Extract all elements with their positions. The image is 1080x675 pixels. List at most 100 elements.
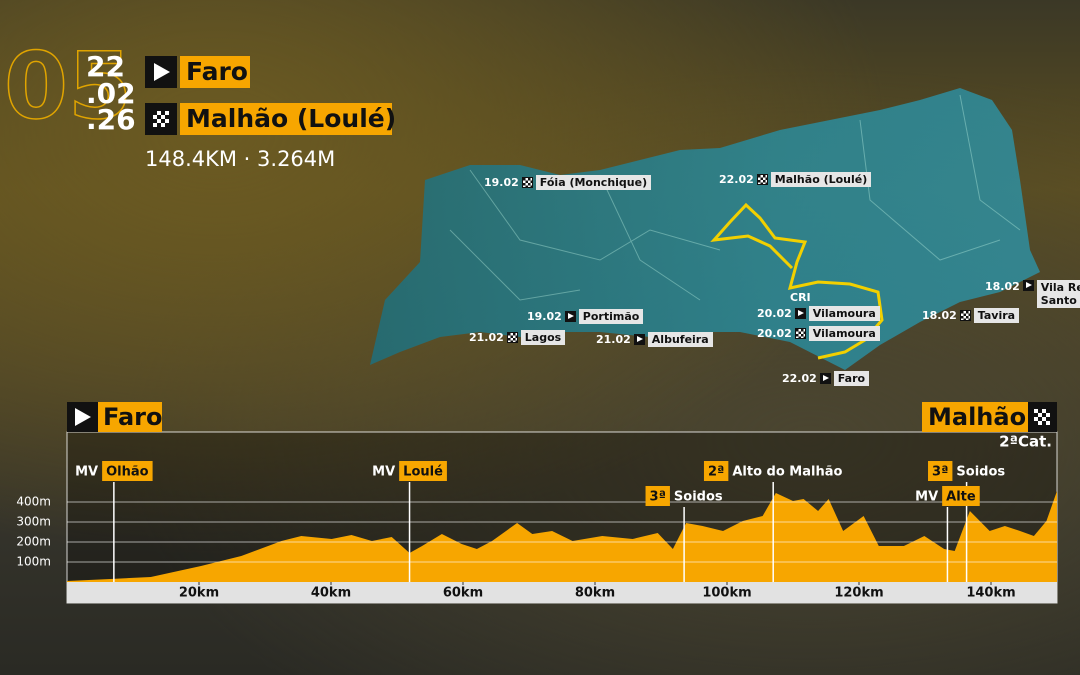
x-tick-label: 100km xyxy=(702,586,751,601)
map-town: Vilamoura xyxy=(808,306,880,321)
profile-finish-flag xyxy=(1034,409,1050,425)
map-date: 21.02 xyxy=(596,333,631,346)
map-date: 19.02 xyxy=(527,310,562,323)
marker-label: MV Alte xyxy=(915,486,980,506)
marker-tag-box xyxy=(399,461,447,481)
x-tick-label: 120km xyxy=(834,586,883,601)
profile: Faro Malhão 2ªCat. 100m 200m 300m 400m 20km 4… xyxy=(16,402,1058,604)
marker-tag-box xyxy=(928,461,953,481)
marker-text: Olhão xyxy=(106,465,149,480)
cri-label: CRI xyxy=(790,291,811,304)
map-label: 21.02 Lagos xyxy=(469,330,566,345)
start-town: Faro xyxy=(186,57,248,86)
marker-text: MV xyxy=(75,465,98,480)
start-box xyxy=(180,56,250,88)
date-day: 22 xyxy=(86,50,125,83)
map-town: Faro xyxy=(833,371,870,386)
map-date: 20.02 xyxy=(757,307,792,320)
profile-finish-box xyxy=(922,402,1028,432)
map-date: 20.02 xyxy=(757,327,792,340)
x-tick-label: 60km xyxy=(443,586,483,601)
finish-box xyxy=(180,103,392,135)
stage-stats: 148.4KM · 3.264M xyxy=(145,147,335,171)
map-date: 18.02 xyxy=(922,309,957,322)
marker-label: MV Loulé xyxy=(372,461,447,481)
date-year: .26 xyxy=(86,103,136,136)
map-town: Portimão xyxy=(578,309,644,324)
map-icon xyxy=(819,373,831,384)
map-label: 21.02 Albufeira xyxy=(596,332,713,347)
y-tick-label: 200m xyxy=(16,535,51,549)
marker-label: 3ª Soidos xyxy=(928,461,1005,481)
map-icon xyxy=(633,334,645,345)
marker-tag-box xyxy=(942,486,980,506)
x-tick-label: 40km xyxy=(311,586,351,601)
map-town: Tavira xyxy=(973,308,1020,323)
marker-text: Soidos xyxy=(674,490,723,505)
map-region xyxy=(370,88,1040,370)
finish-flag-check xyxy=(153,111,169,127)
marker-text: 2ª xyxy=(708,465,724,480)
stage-route xyxy=(710,202,884,360)
marker-label: MV Olhão xyxy=(75,461,153,481)
profile-start: Faro xyxy=(103,403,163,431)
map-date: 21.02 xyxy=(469,331,504,344)
date-month: .02 xyxy=(86,77,136,110)
start-icon-arrow xyxy=(154,63,170,81)
finish-town: Malhão (Loulé) xyxy=(186,104,396,133)
map-icon xyxy=(506,332,518,343)
map-date: 19.02 xyxy=(484,176,519,189)
map-label: 19.02 Fóia (Monchique) xyxy=(484,175,652,190)
map-label: 20.02 Vilamoura xyxy=(757,306,880,321)
marker-tag-box xyxy=(645,486,670,506)
marker-text: Alto do Malhão xyxy=(732,465,842,480)
map-borders xyxy=(449,94,1021,301)
x-tick-label: 80km xyxy=(575,586,615,601)
map-date: 18.02 xyxy=(985,280,1020,293)
map-town: Vila RealSanto António xyxy=(1036,280,1080,308)
marker-text: MV xyxy=(915,490,938,505)
marker-text: Loulé xyxy=(403,465,443,480)
map-label: 22.02 Faro xyxy=(782,371,870,386)
map-label: 18.02 Tavira xyxy=(922,308,1020,323)
map-town-line: Santo António xyxy=(1040,294,1080,307)
marker-label: 3ª Soidos xyxy=(645,486,723,506)
x-axis-band xyxy=(67,582,1057,603)
y-tick-label: 100m xyxy=(16,555,51,569)
map-town: Albufeira xyxy=(647,332,713,347)
map-date: 22.02 xyxy=(719,173,754,186)
map-label: 22.02 Malhão (Loulé) xyxy=(719,172,872,187)
map-town: Fóia (Monchique) xyxy=(535,175,652,190)
profile-finish: Malhão xyxy=(928,403,1026,431)
map-icon xyxy=(1022,280,1034,291)
marker-tag-box xyxy=(102,461,153,481)
profile-start-box xyxy=(98,402,162,432)
marker-tag-box xyxy=(703,461,729,481)
marker-text: 3ª xyxy=(932,465,948,480)
map-label: 19.02 Portimão xyxy=(527,309,644,324)
map-label: 18.02 Vila RealSanto António xyxy=(985,280,1080,308)
finish-flag xyxy=(153,111,169,127)
y-tick-label: 400m xyxy=(16,495,51,509)
marker-label: 2ª Alto do Malhão xyxy=(703,461,842,481)
x-tick-label: 20km xyxy=(179,586,219,601)
map-icon xyxy=(564,311,576,322)
y-tick-label: 300m xyxy=(16,515,51,529)
map-icon xyxy=(521,177,533,188)
map-icon xyxy=(959,310,971,321)
marker-text: Alte xyxy=(946,490,976,505)
map-town: Lagos xyxy=(520,330,566,345)
x-tick-label: 140km xyxy=(966,586,1015,601)
map-town: Malhão (Loulé) xyxy=(770,172,872,187)
map-icon xyxy=(756,174,768,185)
marker-text: 3ª xyxy=(650,490,666,505)
finish-category: 2ªCat. xyxy=(999,433,1052,451)
map-town-line: Vila Real xyxy=(1040,281,1080,294)
map-icon xyxy=(794,328,806,339)
marker-text: MV xyxy=(372,465,395,480)
map-label: 20.02 Vilamoura xyxy=(757,326,880,341)
profile-start-arrow xyxy=(75,408,91,426)
elevation-area xyxy=(67,491,1057,582)
